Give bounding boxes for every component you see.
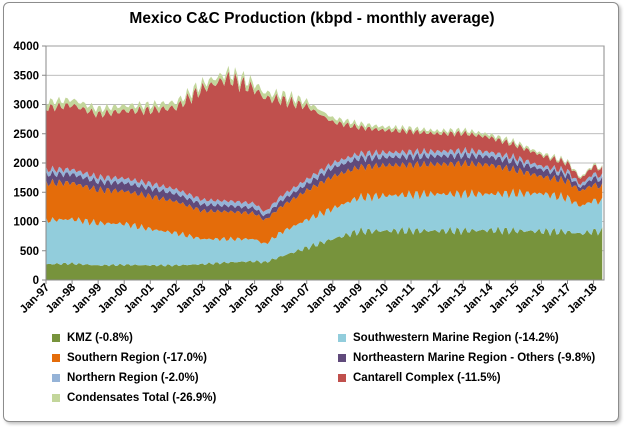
y-tick-label: 2000 — [13, 158, 39, 170]
series-area — [46, 159, 603, 245]
legend-swatch — [52, 394, 60, 402]
legend-swatch — [338, 334, 346, 342]
legend-label: KMZ (-0.8%) — [67, 332, 133, 344]
legend-item: KMZ (-0.8%) — [52, 332, 133, 344]
series-area — [46, 226, 603, 280]
legend-item: Condensates Total (-26.9%) — [52, 392, 216, 404]
legend-swatch — [338, 354, 346, 362]
y-tick-label: 3500 — [13, 70, 39, 82]
y-tick-label: 2500 — [13, 129, 39, 141]
y-tick-label: 1000 — [13, 217, 39, 229]
legend-swatch — [52, 374, 60, 382]
legend-swatch — [338, 374, 346, 382]
legend-label: Cantarell Complex (-11.5%) — [353, 372, 501, 384]
y-tick-label: 4000 — [13, 41, 39, 53]
legend-label: Northern Region (-2.0%) — [67, 372, 199, 384]
legend-label: Southwestern Marine Region (-14.2%) — [353, 332, 559, 344]
legend-swatch — [52, 354, 60, 362]
y-tick-label: 1500 — [13, 187, 39, 199]
legend-item: Cantarell Complex (-11.5%) — [338, 372, 501, 384]
legend-label: Southern Region (-17.0%) — [67, 352, 207, 364]
chart-title: Mexico C&C Production (kbpd - monthly av… — [129, 10, 495, 27]
legend-item: Southern Region (-17.0%) — [52, 352, 207, 364]
series-area — [46, 151, 603, 221]
legend-swatch — [52, 334, 60, 342]
y-tick-label: 3000 — [13, 100, 39, 112]
series-area — [46, 71, 603, 212]
legend-item: Southwestern Marine Region (-14.2%) — [338, 332, 559, 344]
series-area — [46, 188, 603, 267]
legend-item: Northern Region (-2.0%) — [52, 372, 199, 384]
legend-label: Northeastern Marine Region - Others (-9.… — [353, 352, 596, 364]
legend-item: Northeastern Marine Region - Others (-9.… — [338, 352, 595, 364]
y-tick-label: 0 — [33, 275, 39, 287]
legend-label: Condensates Total (-26.9%) — [67, 392, 217, 404]
y-tick-label: 500 — [20, 246, 39, 258]
x-tick-label: Jan-18 — [565, 281, 600, 316]
